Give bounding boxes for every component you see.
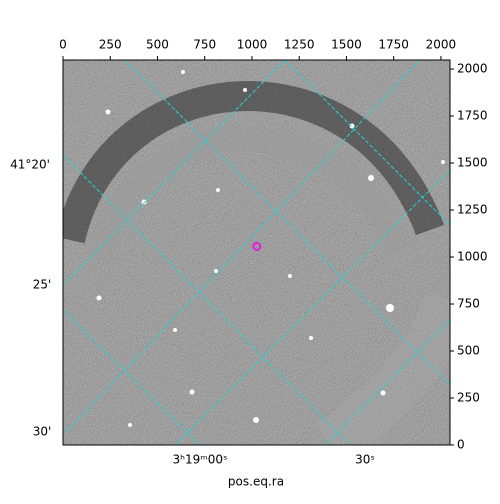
x-tick-label: 750: [193, 38, 216, 52]
x-axis-label: pos.eq.ra: [228, 475, 284, 489]
x-tick-label: 1500: [331, 38, 362, 52]
marker: [252, 241, 262, 251]
y-tick-label: 1750: [457, 109, 488, 123]
image: [63, 60, 450, 445]
y-tick-label: 1250: [457, 203, 488, 217]
x-tick-label: 1750: [378, 38, 409, 52]
y-tick-label: 2000: [457, 62, 488, 76]
world-x-label: 30ˢ: [355, 453, 375, 467]
x-tick-label: 500: [146, 38, 169, 52]
x-tick-label: 2000: [426, 38, 457, 52]
x-tick-label: 1000: [237, 38, 268, 52]
y-tick-label: 750: [457, 297, 480, 311]
y-tick-label: 0: [457, 438, 465, 452]
y-tick-label: 1000: [457, 250, 488, 264]
world-grid: [63, 60, 450, 445]
world-y-label: 30': [33, 425, 52, 439]
axes-frame: [62, 59, 451, 446]
x-tick-label: 0: [59, 38, 67, 52]
x-tick-label: 1250: [284, 38, 315, 52]
y-tick-label: 500: [457, 344, 480, 358]
x-tick-label: 250: [99, 38, 122, 52]
world-y-label: 41°20': [10, 158, 50, 172]
y-tick-label: 1500: [457, 156, 488, 170]
world-y-label: 25': [33, 278, 52, 292]
world-x-label: 3ʰ19ᵐ00ˢ: [173, 453, 228, 467]
y-tick-label: 250: [457, 391, 480, 405]
